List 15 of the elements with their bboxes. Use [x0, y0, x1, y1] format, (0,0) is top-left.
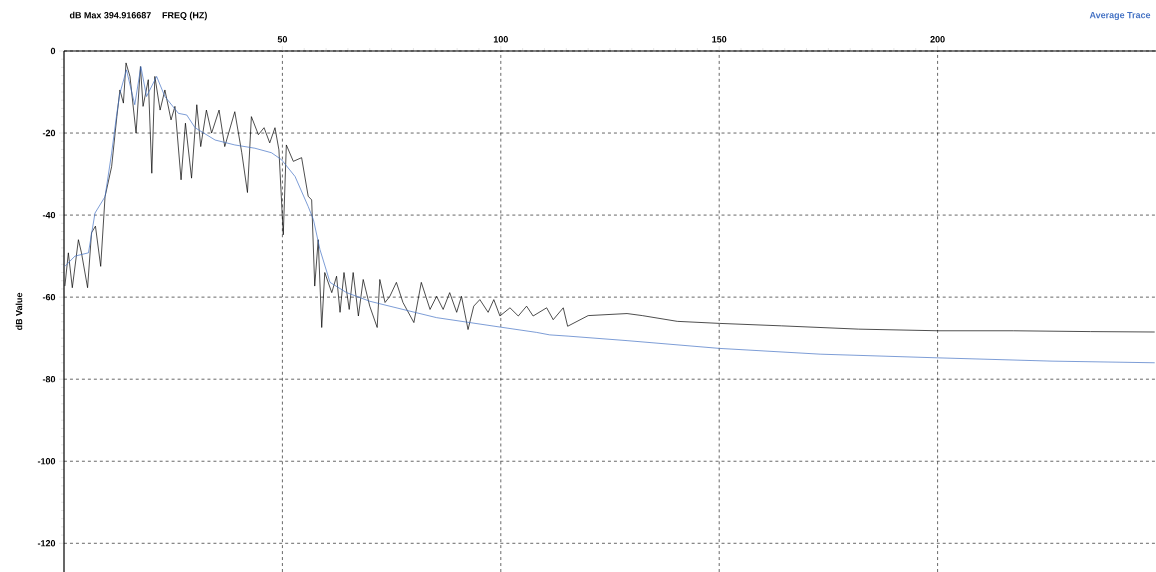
x-tick-label: 100 — [493, 36, 508, 43]
y-tick-label: -60 — [42, 293, 56, 301]
y-axis-title: dB Value — [15, 292, 23, 331]
x-tick-label: 200 — [930, 36, 945, 43]
chart-title: dB Max 394.916687 — [69, 11, 151, 19]
x-axis-title: FREQ (HZ) — [162, 11, 207, 21]
text: Average Trace — [1089, 11, 1151, 21]
x-tick-label: 150 — [712, 36, 727, 43]
y-tick-label: -20 — [42, 129, 56, 137]
y-tick-label: -120 — [37, 540, 56, 547]
x-tick-label: 50 — [277, 36, 288, 43]
y-tick-label: -80 — [42, 376, 56, 383]
y-tick-label: 0 — [50, 47, 56, 55]
y-tick-label: -100 — [37, 458, 56, 465]
y-tick-label: -40 — [42, 211, 56, 219]
